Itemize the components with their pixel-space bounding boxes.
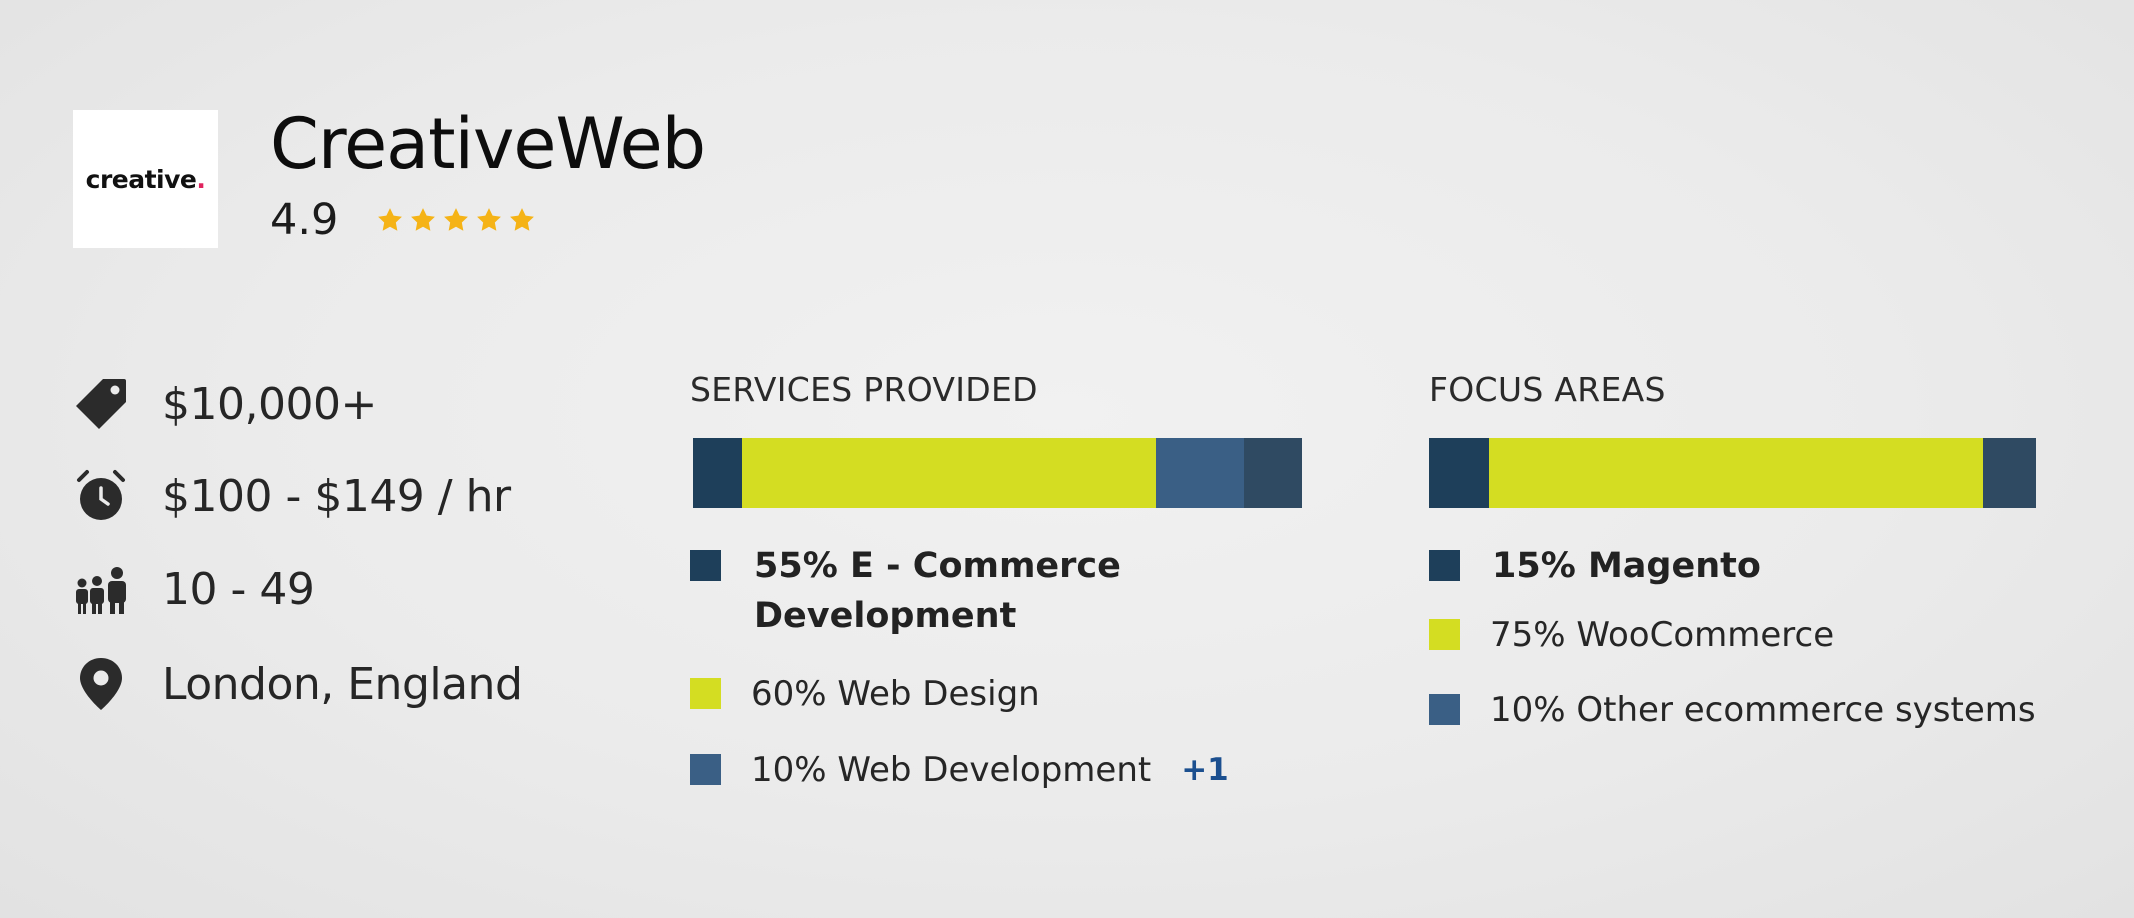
legend-label: 10% Other ecommerce systems (1490, 690, 2036, 730)
hourly-rate: $100 - $149 / hr (72, 467, 511, 525)
services-distribution-bar[interactable] (693, 438, 1302, 508)
star-rating (376, 206, 536, 234)
alarm-clock-icon (72, 467, 130, 525)
legend-swatch (690, 550, 721, 581)
rating-value: 4.9 (270, 195, 339, 245)
employees: 10 - 49 (72, 560, 315, 618)
legend-item: 60% Web Design (690, 674, 1040, 719)
legend-swatch (690, 754, 721, 785)
legend-swatch (1429, 694, 1460, 725)
legend-label: 55% E - Commerce Development (754, 546, 1121, 636)
location-pin-icon (72, 655, 130, 713)
bar-segment-web-development[interactable] (1156, 438, 1244, 508)
legend-label: 75% WooCommerce (1490, 615, 1835, 655)
star-icon (411, 208, 436, 231)
bar-segment-ecommerce[interactable] (693, 438, 742, 508)
legend-item: 55% E - Commerce Development (690, 546, 1121, 641)
logo-text: creative. (85, 164, 206, 194)
legend-label: 10% Web Development (751, 750, 1152, 790)
bar-segment-magento[interactable] (1429, 438, 1489, 508)
focus-areas-section: FOCUS AREAS 15% Magento 75% WooCommerce … (1429, 370, 2036, 730)
tag-icon (72, 375, 130, 433)
bar-segment-web-design[interactable] (742, 438, 1156, 508)
star-icon (378, 208, 403, 231)
rating-row: 4.9 (270, 195, 536, 245)
legend-item: 75% WooCommerce (1429, 615, 1834, 660)
star-icon (510, 208, 535, 231)
legend-item: 15% Magento (1429, 546, 1761, 591)
legend-item: 10% Web Development +1 (690, 750, 1229, 795)
section-title: FOCUS AREAS (1429, 370, 1666, 409)
legend-label: 15% Magento (1492, 546, 1761, 586)
min-project-size: $10,000+ (72, 375, 377, 433)
bar-segment-other-ecommerce[interactable] (1983, 438, 2036, 508)
people-icon (72, 560, 130, 618)
legend-swatch (1429, 550, 1460, 581)
bar-segment-other[interactable] (1244, 438, 1302, 508)
legend-swatch (1429, 619, 1460, 650)
legend-item: 10% Other ecommerce systems (1429, 690, 2036, 735)
star-icon (477, 208, 502, 231)
star-icon (444, 208, 469, 231)
more-services-link[interactable]: +1 (1181, 752, 1229, 788)
bar-segment-woocommerce[interactable] (1489, 438, 1983, 508)
company-logo[interactable]: creative. (73, 110, 218, 248)
services-provided-section: SERVICES PROVIDED 55% E - Commerce Develo… (690, 370, 1302, 790)
focus-distribution-bar[interactable] (1429, 438, 2036, 508)
section-title: SERVICES PROVIDED (690, 370, 1038, 409)
legend-label: 60% Web Design (751, 674, 1040, 714)
legend-swatch (690, 678, 721, 709)
location: London, England (72, 655, 523, 713)
company-name[interactable]: CreativeWeb (270, 103, 706, 185)
